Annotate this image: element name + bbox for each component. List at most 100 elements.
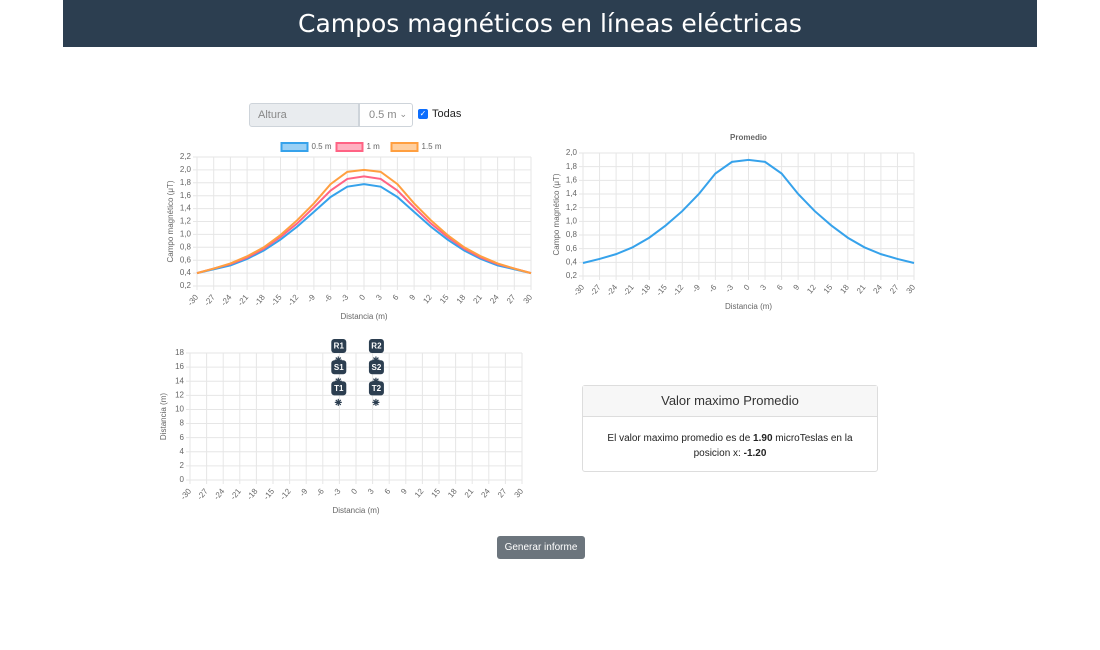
x-tick-label: 21 (855, 282, 868, 295)
y-tick-label: 0,6 (566, 244, 578, 253)
x-tick-label: -21 (229, 486, 244, 501)
y-tick-label: 18 (175, 348, 184, 357)
x-tick-label: -30 (179, 486, 194, 501)
y-tick-label: 0,6 (180, 255, 192, 264)
conductor-point (334, 398, 342, 406)
x-tick-label: -9 (306, 292, 318, 304)
card-text: El valor maximo promedio es de (607, 433, 751, 444)
y-tick-label: 12 (175, 390, 184, 399)
x-tick-label: -6 (707, 282, 719, 294)
x-tick-label: 30 (905, 282, 918, 295)
y-tick-label: 1,8 (180, 178, 192, 187)
y-tick-label: 0,8 (566, 230, 578, 239)
chart-title: Promedio (730, 133, 767, 142)
y-tick-label: 6 (180, 433, 185, 442)
y-tick-label: 1,4 (566, 189, 578, 198)
x-tick-label: 21 (471, 292, 484, 305)
conductor-point (334, 377, 342, 385)
card: Valor maximo Promedio El valor maximo pr… (582, 385, 878, 472)
conductor-badge (331, 360, 347, 375)
x-tick-label: -12 (671, 282, 686, 297)
x-tick-label: -18 (253, 292, 268, 307)
y-tick-label: 1,6 (180, 191, 192, 200)
y-tick-label: 1,2 (180, 217, 192, 226)
checkbox-label: Todas (432, 108, 462, 120)
x-tick-label: -18 (638, 282, 653, 297)
x-tick-label: 12 (805, 282, 818, 295)
x-tick-label: -15 (655, 282, 670, 297)
x-tick-label: 6 (775, 282, 785, 292)
x-tick-label: -15 (269, 292, 284, 307)
x-tick-label: -9 (691, 282, 703, 294)
x-tick-label: 27 (888, 282, 901, 295)
x-tick-label: 9 (399, 486, 409, 496)
y-tick-label: 1,2 (566, 203, 578, 212)
conductor-badge (368, 339, 384, 354)
x-tick-label: 3 (374, 292, 384, 302)
legend-swatch (335, 142, 364, 152)
legend-label: 1.5 m (422, 142, 442, 151)
x-tick-label: -27 (588, 282, 603, 297)
x-tick-label: -12 (286, 292, 301, 307)
y-tick-label: 0 (180, 475, 185, 484)
x-tick-label: -3 (339, 292, 351, 304)
x-tick-label: -30 (186, 292, 201, 307)
x-tick-label: 15 (430, 486, 443, 499)
y-tick-label: 0,8 (180, 242, 192, 251)
y-axis-title: Distancia (m) (159, 393, 168, 440)
x-tick-label: 0 (357, 292, 367, 302)
x-tick-label: 24 (488, 292, 501, 305)
conductor-point (372, 377, 380, 385)
conductor-label: T2 (372, 384, 382, 393)
y-axis-title: Campo magnético (μT) (166, 180, 175, 262)
select-arrow: ⌄ (399, 109, 407, 119)
x-tick-label: -3 (724, 282, 736, 294)
x-tick-label: 12 (421, 292, 434, 305)
x-tick-label: -12 (278, 486, 293, 501)
legend-swatch (390, 142, 419, 152)
x-tick-label: 0 (349, 486, 359, 496)
altura-select[interactable]: 0.5 m ⌄ (359, 103, 413, 127)
y-tick-label: 2,2 (180, 152, 192, 161)
y-tick-label: 1,0 (566, 216, 578, 225)
x-tick-label: 24 (479, 486, 492, 499)
y-tick-label: 14 (175, 376, 184, 385)
conductor-label: R2 (371, 342, 382, 351)
x-tick-label: 30 (522, 292, 535, 305)
legend-label: 0.5 m (312, 142, 332, 151)
data-line (196, 168, 532, 275)
x-axis-title: Distancia (m) (332, 506, 379, 515)
x-tick-label: 3 (758, 282, 768, 292)
card-title: Valor maximo Promedio (583, 386, 877, 417)
card-position: -1.20 (743, 448, 767, 459)
x-tick-label: 6 (391, 292, 401, 302)
x-tick-label: 15 (822, 282, 835, 295)
x-tick-label: -6 (322, 292, 334, 304)
x-tick-label: 30 (513, 486, 526, 499)
x-tick-label: -21 (236, 292, 251, 307)
x-tick-label: 9 (792, 282, 802, 292)
x-tick-label: -24 (219, 292, 234, 307)
x-tick-label: -30 (572, 282, 587, 297)
header-title: Campos magnéticos en líneas eléctricas (298, 9, 802, 38)
x-axis-title: Distancia (m) (340, 312, 387, 321)
card-body: El valor maximo promedio es de 1.90 micr… (583, 417, 877, 475)
x-tick-label: 27 (505, 292, 518, 305)
y-tick-label: 10 (175, 405, 184, 414)
y-tick-label: 1,4 (180, 204, 192, 213)
x-tick-label: -21 (621, 282, 636, 297)
x-tick-label: -27 (195, 486, 210, 501)
x-tick-label: 24 (871, 282, 884, 295)
y-tick-label: 2,0 (566, 148, 578, 157)
y-tick-label: 1,6 (566, 175, 578, 184)
x-tick-label: 12 (413, 486, 426, 499)
y-tick-label: 0,2 (566, 271, 578, 280)
checkbox[interactable]: ✓ (418, 109, 428, 119)
y-axis-title: Campo magnético (μT) (552, 173, 561, 255)
conductor-badge (331, 381, 347, 396)
x-tick-label: -6 (314, 486, 326, 498)
generate-button[interactable]: Generar informe (497, 536, 585, 559)
x-tick-label: 18 (455, 292, 468, 305)
x-tick-label: -15 (262, 486, 277, 501)
x-tick-label: 3 (366, 486, 376, 496)
